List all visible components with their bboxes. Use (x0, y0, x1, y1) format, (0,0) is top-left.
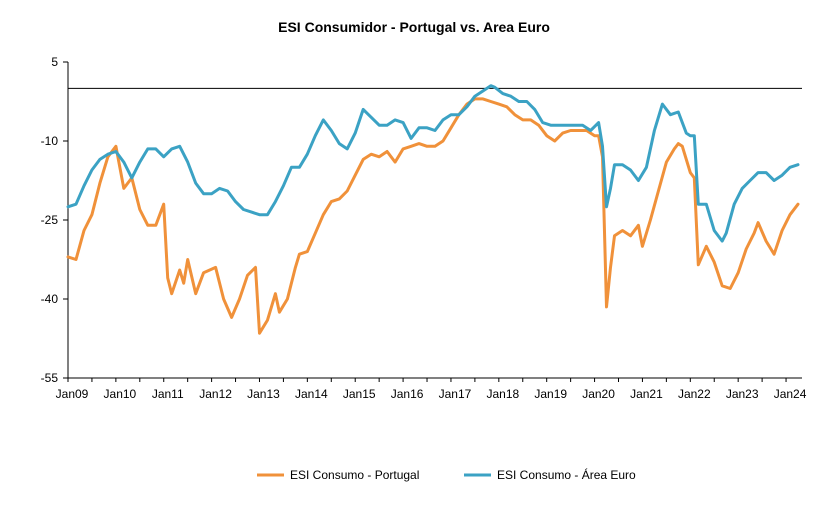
y-tick-label: 5 (51, 55, 58, 69)
x-tick-label: Jan19 (534, 387, 567, 401)
x-tick-label: Jan16 (391, 387, 424, 401)
x-tick-label: Jan20 (582, 387, 615, 401)
x-tick-label: Jan09 (56, 387, 89, 401)
y-tick-label: -25 (41, 213, 59, 227)
y-tick-label: -40 (41, 292, 59, 306)
chart-title: ESI Consumidor - Portugal vs. Area Euro (278, 19, 550, 35)
x-tick-label: Jan13 (247, 387, 280, 401)
x-tick-label: Jan22 (678, 387, 711, 401)
x-tick-label: Jan12 (199, 387, 232, 401)
x-tick-label: Jan23 (726, 387, 759, 401)
legend-label-euro-area: ESI Consumo - Área Euro (497, 467, 636, 482)
x-tick-label: Jan17 (439, 387, 472, 401)
series-line-portugal (66, 97, 800, 335)
y-tick-label: -10 (41, 134, 59, 148)
series-line-euro-area (66, 84, 800, 243)
legend-label-portugal: ESI Consumo - Portugal (290, 468, 419, 482)
y-tick-label: -55 (41, 371, 59, 385)
x-tick-label: Jan15 (343, 387, 376, 401)
x-tick-label: Jan10 (104, 387, 137, 401)
x-tick-label: Jan14 (295, 387, 328, 401)
x-tick-label: Jan18 (486, 387, 519, 401)
x-tick-label: Jan11 (152, 387, 184, 401)
x-tick-label: Jan24 (774, 387, 807, 401)
x-tick-label: Jan21 (630, 387, 663, 401)
